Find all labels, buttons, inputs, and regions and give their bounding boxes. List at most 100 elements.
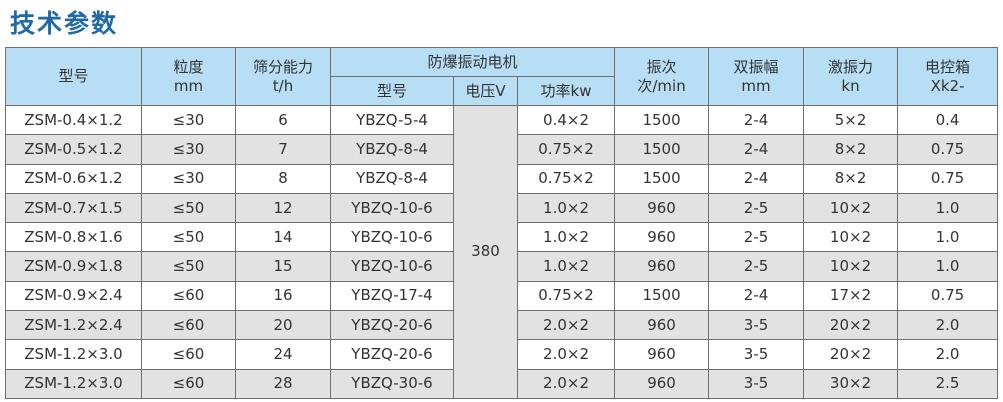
- table-row: ZSM-0.7×1.5 ≤50 12 YBZQ-10-6 1.0×2 960 2-5 10×2…: [5, 192, 999, 224]
- cell-model: ZSM-0.8×1.6: [5, 222, 142, 253]
- header-amplitude: 双振幅 mm: [708, 47, 805, 106]
- cell-voltage: 380: [453, 105, 518, 399]
- cell-power: 0.75×2: [516, 163, 616, 194]
- cell-frequency: 1500: [614, 104, 710, 136]
- cell-force: 8×2: [803, 163, 899, 194]
- table-row: ZSM-1.2×3.0 ≤60 28 YBZQ-30-6 2.0×2 960 3-5 30×2…: [5, 368, 999, 399]
- cell-force: 17×2: [803, 280, 899, 312]
- cell-control: 1.0: [897, 251, 999, 282]
- cell-amplitude: 2-5: [708, 222, 805, 253]
- table-row: ZSM-0.4×1.2 ≤30 6 YBZQ-5-4 380 0.4×2 1500 2-4 5×…: [5, 104, 999, 399]
- header-capacity: 筛分能力 t/h: [235, 47, 331, 106]
- cell-frequency: 1500: [614, 163, 710, 194]
- cell-granularity: ≤50: [141, 251, 236, 282]
- cell-power: 2.0×2: [516, 339, 616, 370]
- cell-model: ZSM-0.6×1.2: [5, 163, 142, 194]
- cell-power: 2.0×2: [516, 368, 616, 399]
- cell-force: 30×2: [803, 368, 899, 399]
- cell-model: ZSM-1.2×3.0: [5, 368, 142, 399]
- cell-motor-model: YBZQ-8-4: [330, 163, 454, 194]
- header-force: 激振力 kn: [803, 47, 899, 106]
- cell-model: ZSM-0.9×1.8: [5, 251, 142, 282]
- cell-capacity: 14: [235, 222, 331, 253]
- cell-motor-model: YBZQ-8-4: [330, 134, 454, 165]
- cell-force: 20×2: [803, 310, 899, 341]
- table-row: ZSM-0.9×1.8 ≤50 15 YBZQ-10-6 1.0×2 960 2-5 10×2…: [5, 251, 999, 282]
- cell-force: 5×2: [803, 104, 899, 136]
- cell-control: 0.75: [897, 134, 999, 165]
- table-row: ZSM-1.2×2.4 ≤60 20 YBZQ-20-6 2.0×2 960 3-5 20×2…: [5, 310, 999, 341]
- cell-model: ZSM-1.2×3.0: [5, 339, 142, 370]
- cell-control: 0.75: [897, 163, 999, 194]
- cell-model: ZSM-0.9×2.4: [5, 280, 142, 312]
- cell-control: 2.0: [897, 310, 999, 341]
- page-title: 技术参数: [10, 9, 119, 38]
- cell-power: 2.0×2: [516, 310, 616, 341]
- header-frequency: 振次 次/min: [614, 47, 710, 106]
- table-row: ZSM-0.8×1.6 ≤50 14 YBZQ-10-6 1.0×2 960 2-5 10×2…: [5, 222, 999, 253]
- cell-control: 1.0: [897, 222, 999, 253]
- header-model: 型号: [5, 47, 142, 106]
- cell-motor-model: YBZQ-5-4: [330, 104, 454, 136]
- header-power: 功率kw: [516, 76, 616, 106]
- cell-amplitude: 3-5: [708, 339, 805, 370]
- cell-force: 10×2: [803, 222, 899, 253]
- cell-granularity: ≤50: [141, 192, 236, 224]
- table-row: ZSM-1.2×3.0 ≤60 24 YBZQ-20-6 2.0×2 960 3-5 20×2…: [5, 339, 999, 370]
- cell-frequency: 1500: [614, 134, 710, 165]
- cell-control: 0.4: [897, 104, 999, 136]
- cell-granularity: ≤60: [141, 280, 236, 312]
- cell-motor-model: YBZQ-20-6: [330, 310, 454, 341]
- cell-amplitude: 2-4: [708, 280, 805, 312]
- cell-force: 8×2: [803, 134, 899, 165]
- cell-motor-model: YBZQ-10-6: [330, 251, 454, 282]
- cell-motor-model: YBZQ-20-6: [330, 339, 454, 370]
- cell-granularity: ≤60: [141, 310, 236, 341]
- cell-control: 1.0: [897, 192, 999, 224]
- cell-capacity: 8: [235, 163, 331, 194]
- cell-power: 1.0×2: [516, 251, 616, 282]
- header-motor-model: 型号: [330, 76, 454, 106]
- cell-power: 1.0×2: [516, 222, 616, 253]
- cell-capacity: 12: [235, 192, 331, 224]
- cell-frequency: 960: [614, 192, 710, 224]
- cell-capacity: 20: [235, 310, 331, 341]
- cell-model: ZSM-0.7×1.5: [5, 192, 142, 224]
- cell-amplitude: 3-5: [708, 310, 805, 341]
- cell-amplitude: 2-4: [708, 104, 805, 136]
- cell-model: ZSM-1.2×2.4: [5, 310, 142, 341]
- cell-capacity: 16: [235, 280, 331, 312]
- cell-frequency: 960: [614, 222, 710, 253]
- cell-frequency: 960: [614, 310, 710, 341]
- cell-control: 0.75: [897, 280, 999, 312]
- cell-power: 0.75×2: [516, 280, 616, 312]
- cell-capacity: 15: [235, 251, 331, 282]
- cell-control: 2.5: [897, 368, 999, 399]
- cell-amplitude: 2-5: [708, 251, 805, 282]
- cell-force: 10×2: [803, 192, 899, 224]
- cell-granularity: ≤30: [141, 163, 236, 194]
- spec-table: 型号 粒度 mm 筛分能力 t/h 防爆振动电机 振次 次/min 双振幅 mm 激振力…: [5, 47, 999, 399]
- cell-capacity: 24: [235, 339, 331, 370]
- cell-power: 0.4×2: [516, 104, 616, 136]
- cell-capacity: 6: [235, 104, 331, 136]
- cell-power: 0.75×2: [516, 134, 616, 165]
- cell-granularity: ≤50: [141, 222, 236, 253]
- cell-amplitude: 2-5: [708, 192, 805, 224]
- header-granularity: 粒度 mm: [141, 47, 236, 106]
- cell-granularity: ≤60: [141, 339, 236, 370]
- cell-motor-model: YBZQ-10-6: [330, 192, 454, 224]
- cell-capacity: 28: [235, 368, 331, 399]
- cell-granularity: ≤30: [141, 104, 236, 136]
- table-row: ZSM-0.9×2.4 ≤60 16 YBZQ-17-4 0.75×2 1500 2-4 17…: [5, 280, 999, 312]
- cell-control: 2.0: [897, 339, 999, 370]
- cell-motor-model: YBZQ-30-6: [330, 368, 454, 399]
- cell-capacity: 7: [235, 134, 331, 165]
- cell-amplitude: 2-4: [708, 134, 805, 165]
- cell-power: 1.0×2: [516, 192, 616, 224]
- cell-amplitude: 2-4: [708, 163, 805, 194]
- cell-force: 10×2: [803, 251, 899, 282]
- cell-frequency: 1500: [614, 280, 710, 312]
- cell-granularity: ≤60: [141, 368, 236, 399]
- cell-force: 20×2: [803, 339, 899, 370]
